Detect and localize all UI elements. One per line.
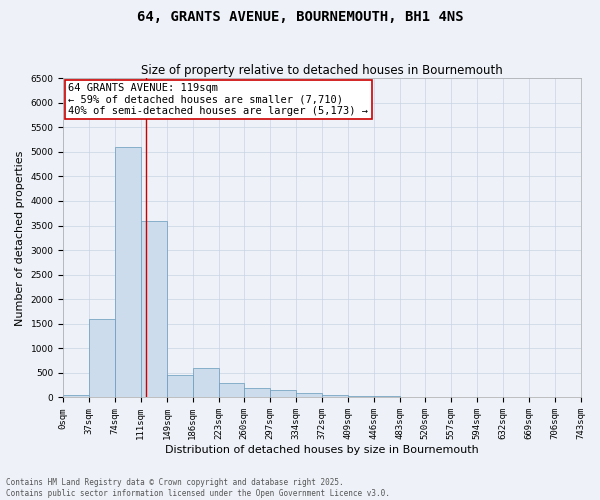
Bar [270, 390, 296, 398]
Bar [348, 396, 374, 398]
Text: Contains HM Land Registry data © Crown copyright and database right 2025.
Contai: Contains HM Land Registry data © Crown c… [6, 478, 390, 498]
Bar [140, 220, 167, 398]
Bar [89, 319, 115, 398]
Bar [244, 388, 270, 398]
Bar [218, 382, 244, 398]
Title: Size of property relative to detached houses in Bournemouth: Size of property relative to detached ho… [141, 64, 503, 77]
Y-axis label: Number of detached properties: Number of detached properties [15, 150, 25, 326]
Bar [63, 395, 89, 398]
Bar [322, 394, 348, 398]
X-axis label: Distribution of detached houses by size in Bournemouth: Distribution of detached houses by size … [165, 445, 479, 455]
Text: 64, GRANTS AVENUE, BOURNEMOUTH, BH1 4NS: 64, GRANTS AVENUE, BOURNEMOUTH, BH1 4NS [137, 10, 463, 24]
Bar [115, 147, 140, 398]
Bar [374, 396, 400, 398]
Text: 64 GRANTS AVENUE: 119sqm
← 59% of detached houses are smaller (7,710)
40% of sem: 64 GRANTS AVENUE: 119sqm ← 59% of detach… [68, 83, 368, 116]
Bar [167, 376, 193, 398]
Bar [296, 392, 322, 398]
Bar [193, 368, 218, 398]
